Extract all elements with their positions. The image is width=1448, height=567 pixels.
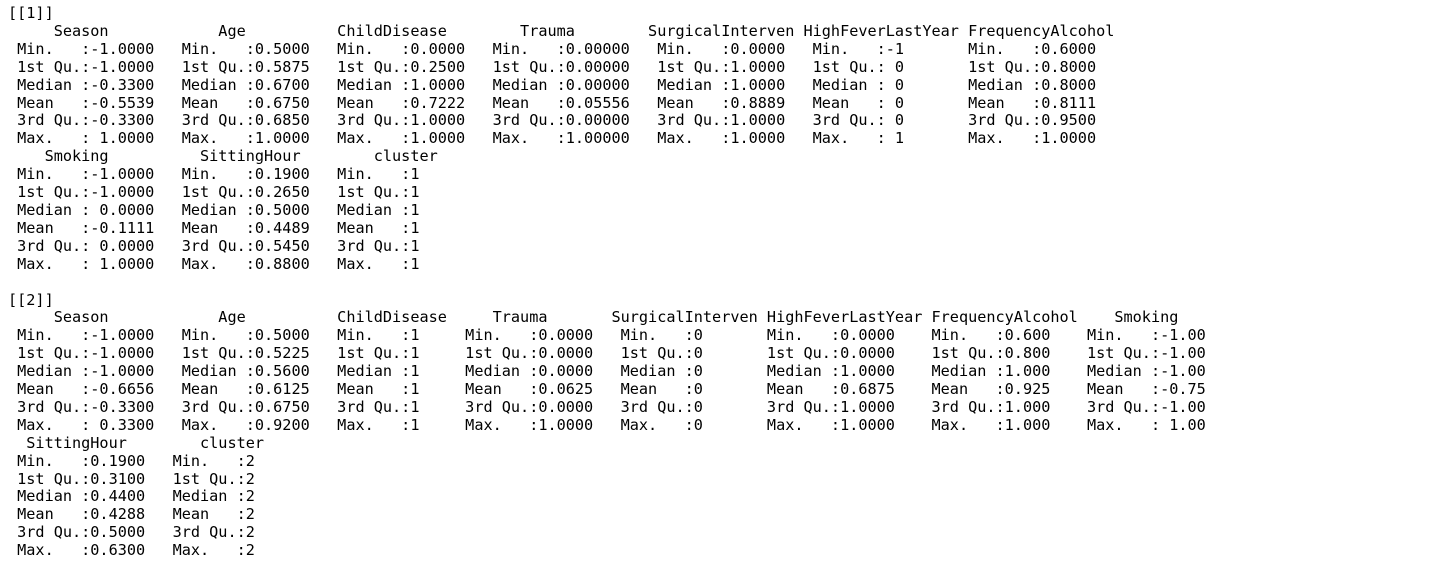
r-console-output: [[1]] Season Age ChildDisease Trauma Sur… bbox=[8, 4, 1206, 560]
summary-output-text: [[1]] Season Age ChildDisease Trauma Sur… bbox=[8, 4, 1206, 560]
